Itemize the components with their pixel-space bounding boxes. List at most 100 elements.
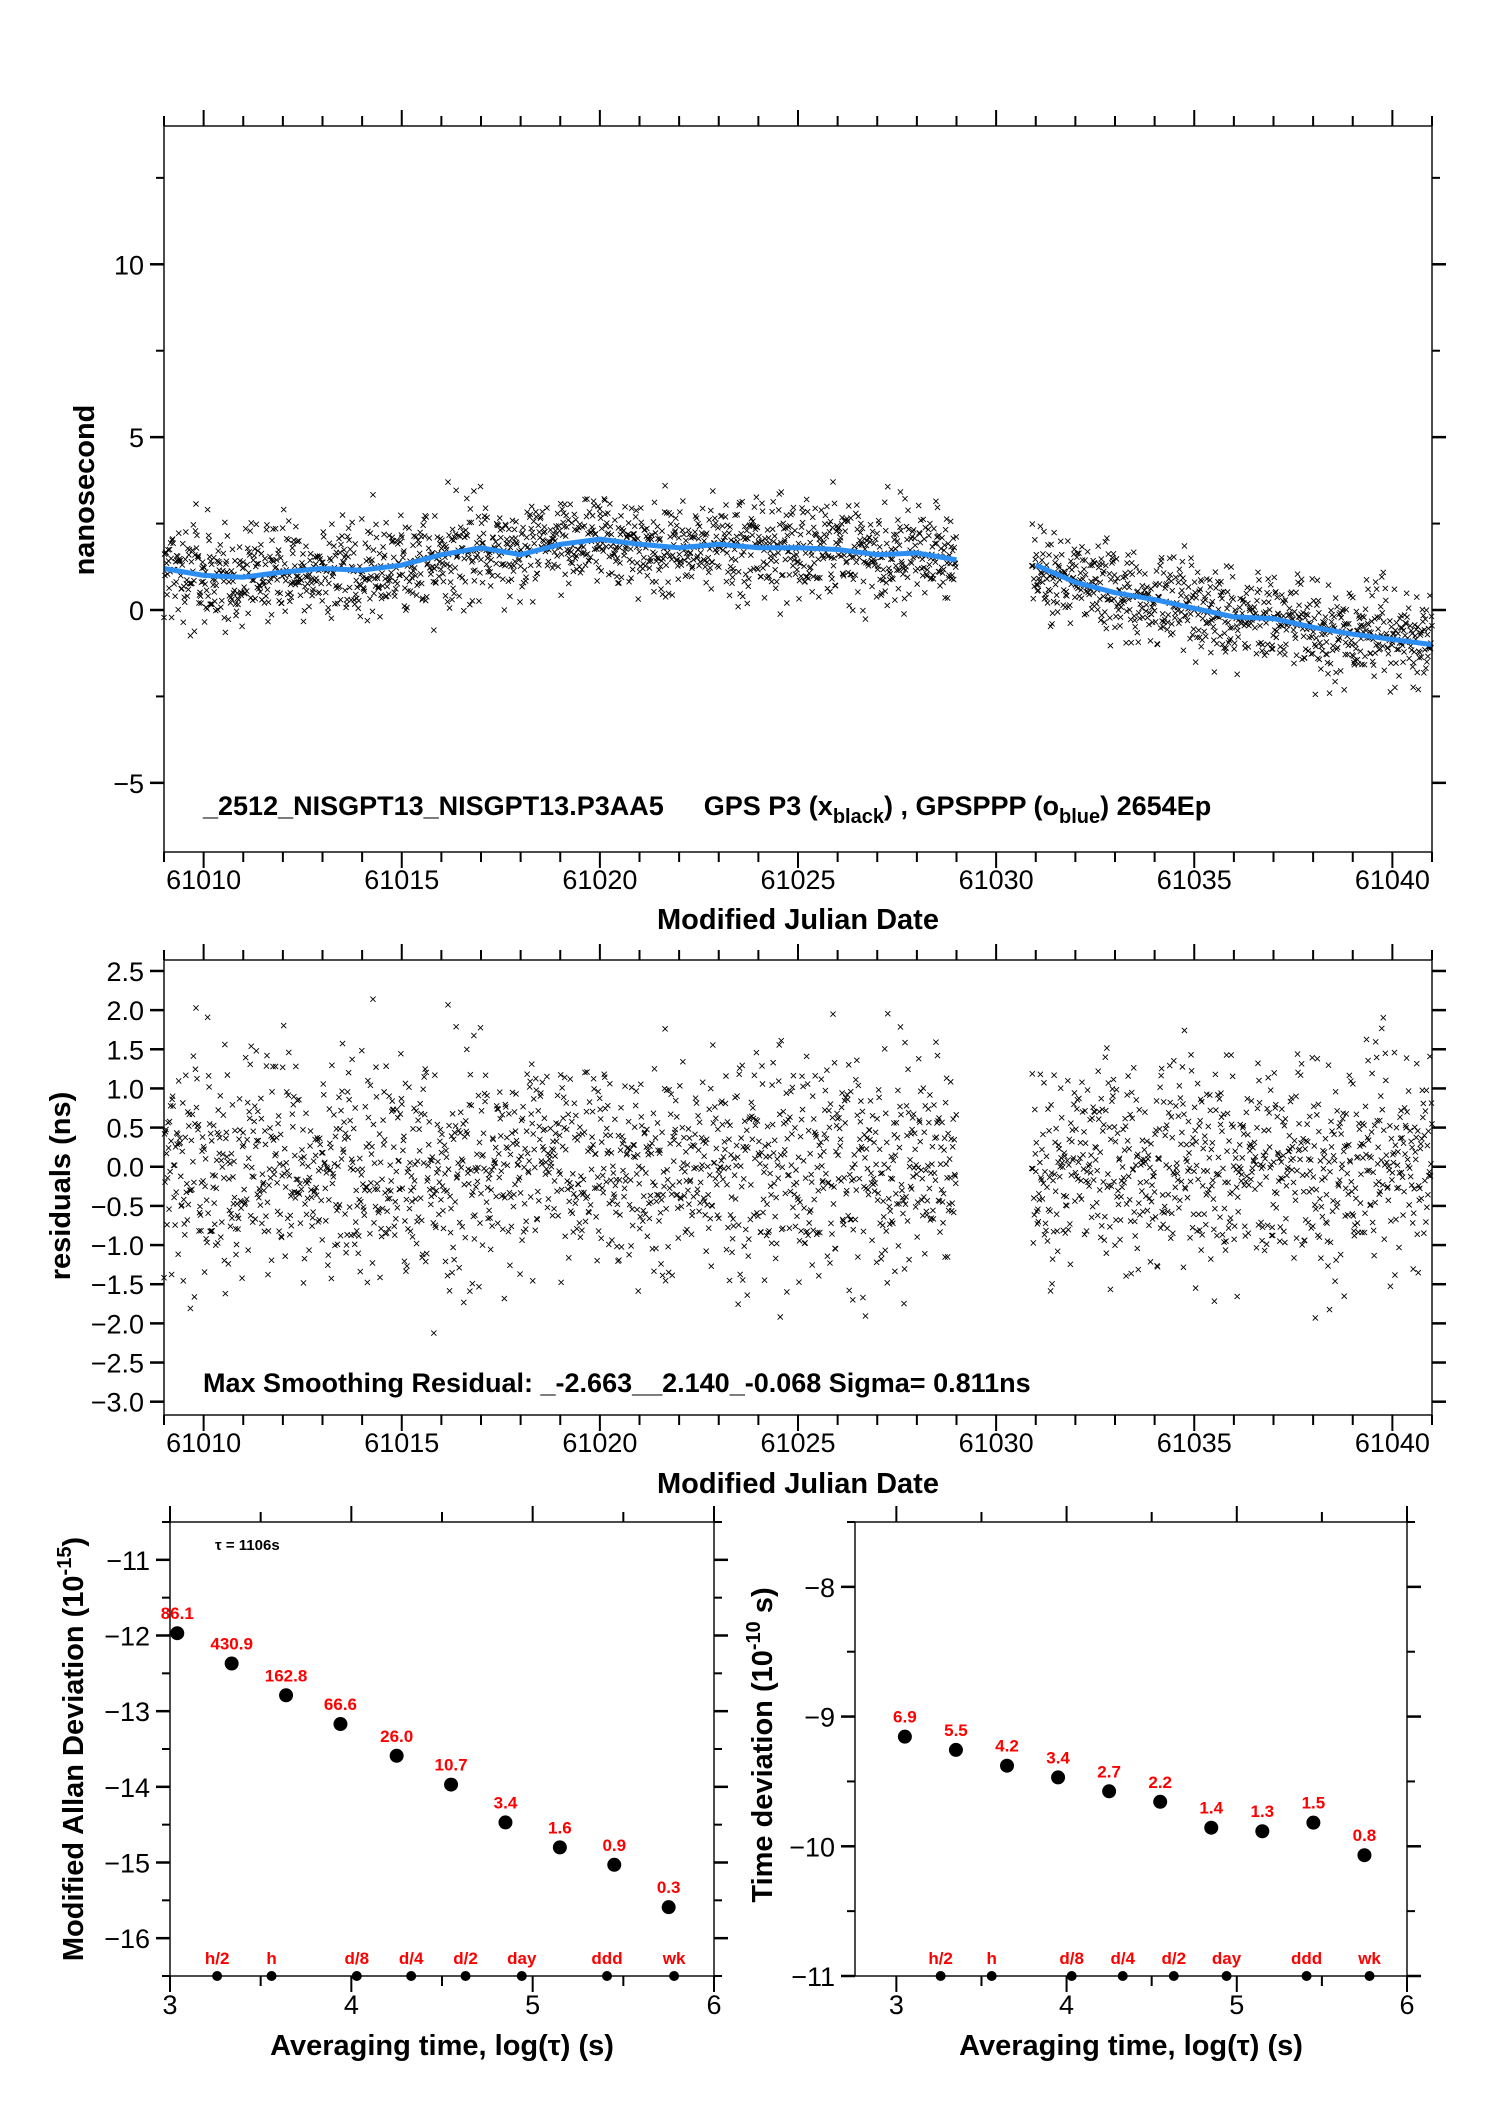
residual-point xyxy=(208,1228,215,1234)
residual-point xyxy=(711,1159,718,1166)
residual-point xyxy=(1113,1217,1119,1223)
phase-point xyxy=(1084,548,1091,555)
residual-point xyxy=(1111,1124,1118,1130)
phase-point xyxy=(489,572,496,579)
residual-point xyxy=(658,1260,664,1267)
residual-point xyxy=(379,1205,386,1212)
residual-point xyxy=(345,1069,352,1076)
residual-point xyxy=(721,1138,728,1145)
data-point xyxy=(224,1656,239,1671)
residual-point xyxy=(209,1227,216,1234)
residual-point xyxy=(747,1181,754,1188)
residual-point xyxy=(545,1195,552,1202)
residual-point xyxy=(1042,1168,1048,1175)
phase-point xyxy=(285,518,292,524)
residual-point xyxy=(647,1192,654,1199)
residual-point xyxy=(582,1218,589,1225)
residual-point xyxy=(576,1220,583,1226)
residual-point xyxy=(1362,1210,1368,1217)
phase-point xyxy=(419,595,426,602)
residual-point xyxy=(1291,1137,1298,1144)
phase-point xyxy=(1035,587,1042,594)
residual-point xyxy=(162,1179,168,1186)
residual-point xyxy=(548,1163,555,1170)
residual-point xyxy=(1413,1134,1420,1141)
residual-point xyxy=(915,1055,922,1062)
x-tick-label: 61010 xyxy=(166,865,241,895)
residual-point xyxy=(588,1166,595,1173)
phase-point xyxy=(600,548,607,554)
phase-point xyxy=(917,539,924,546)
residual-point xyxy=(793,1179,800,1186)
residual-point xyxy=(288,1222,295,1229)
residual-point xyxy=(207,1130,214,1137)
residual-point xyxy=(1417,1145,1424,1152)
phase-point xyxy=(278,600,285,607)
residual-point xyxy=(452,1122,459,1129)
phase-point xyxy=(1044,600,1051,606)
phase-point xyxy=(949,547,956,554)
phase-point xyxy=(942,526,949,533)
phase-point xyxy=(940,566,947,573)
residual-point xyxy=(247,1061,254,1068)
residual-point xyxy=(201,1269,208,1275)
residual-point xyxy=(1229,1189,1236,1196)
residual-point xyxy=(1113,1086,1120,1093)
phase-point xyxy=(1334,603,1341,610)
residual-point xyxy=(1043,1153,1050,1160)
residual-point xyxy=(263,1213,269,1220)
residual-point xyxy=(703,1248,710,1255)
phase-point xyxy=(456,593,463,600)
phase-point xyxy=(725,569,731,575)
x-tick-label: 6 xyxy=(706,1990,721,2020)
residual-point xyxy=(492,1144,499,1151)
residual-point xyxy=(496,1174,503,1181)
phase-point xyxy=(566,555,573,562)
phase-point xyxy=(1088,606,1095,612)
residual-point xyxy=(1286,1132,1293,1139)
phase-point xyxy=(258,550,265,557)
phase-point xyxy=(290,537,297,544)
phase-point xyxy=(610,550,617,556)
residual-point xyxy=(1201,1133,1208,1140)
residual-point xyxy=(606,1080,613,1087)
residual-point xyxy=(1291,1255,1297,1261)
phase-point xyxy=(1124,560,1131,567)
residual-point xyxy=(343,1242,350,1248)
residual-point xyxy=(477,1220,483,1227)
residual-point xyxy=(374,1180,380,1187)
phase-point xyxy=(373,521,379,528)
title-gps: GPS P3 (x xyxy=(704,791,833,821)
residual-point xyxy=(337,1232,344,1239)
residual-point xyxy=(901,1300,907,1307)
phase-point xyxy=(727,524,733,530)
residual-point xyxy=(544,1204,551,1211)
phase-point xyxy=(1349,594,1356,601)
phase-point xyxy=(770,498,777,505)
phase-point xyxy=(297,592,304,599)
residual-point xyxy=(1268,1232,1275,1239)
residual-point xyxy=(1348,1178,1355,1185)
phase-point xyxy=(463,495,470,502)
phase-point xyxy=(1074,550,1081,557)
residual-point xyxy=(1057,1085,1064,1092)
residual-point xyxy=(1031,1106,1038,1113)
residual-point xyxy=(826,1107,832,1114)
phase-point xyxy=(883,540,890,547)
phase-point xyxy=(874,530,881,537)
phase-point xyxy=(466,601,473,608)
phase-point xyxy=(1406,655,1413,662)
phase-point xyxy=(784,532,791,539)
phase-point xyxy=(293,573,300,580)
phase-point xyxy=(853,502,860,508)
residual-point xyxy=(320,1091,327,1098)
phase-point xyxy=(1234,627,1241,634)
residual-point xyxy=(222,1290,229,1297)
residual-point xyxy=(843,1187,850,1194)
residual-point xyxy=(232,1127,238,1134)
residual-point xyxy=(1069,1127,1076,1133)
residual-point xyxy=(1210,1226,1217,1233)
residual-point xyxy=(465,1180,472,1187)
residual-point xyxy=(450,1136,457,1143)
residual-point xyxy=(486,1207,493,1214)
